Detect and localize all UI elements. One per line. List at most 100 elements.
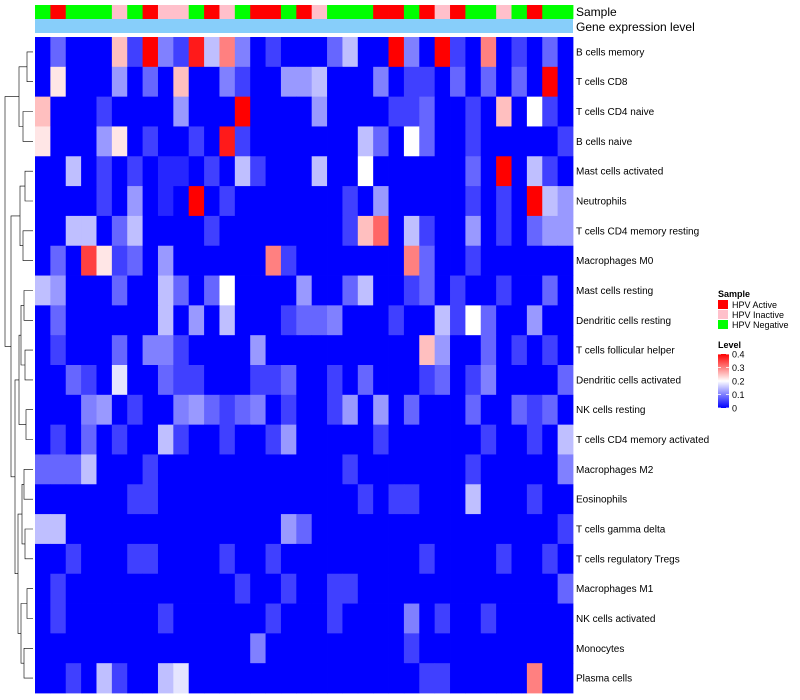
heatmap-cell — [419, 96, 436, 127]
heatmap-cell — [388, 394, 405, 426]
heatmap-cell — [511, 186, 528, 217]
sample-annotation-cell — [526, 5, 543, 19]
heatmap-cell — [403, 186, 420, 217]
heatmap-cell — [450, 394, 466, 426]
heatmap-cell — [65, 663, 82, 694]
heatmap-cell — [250, 484, 266, 515]
heatmap-cell — [496, 66, 512, 98]
heatmap-cell — [327, 186, 343, 217]
heatmap-cell — [542, 394, 559, 426]
heatmap-cell — [419, 275, 436, 306]
heatmap-cell — [342, 335, 359, 366]
heatmap-cell — [311, 603, 328, 634]
heatmap-cell — [480, 424, 497, 455]
heatmap-cell — [50, 514, 67, 545]
legend-sample-swatch — [718, 310, 728, 319]
heatmap-cell — [526, 484, 543, 515]
heatmap-cell — [450, 603, 466, 634]
heatmap-cell — [35, 96, 51, 127]
heatmap-cell — [65, 215, 82, 247]
heatmap-cell — [511, 514, 528, 545]
heatmap-cell — [188, 37, 205, 68]
heatmap-cell — [465, 663, 482, 694]
heatmap-cell — [434, 275, 451, 306]
heatmap-cell — [388, 126, 405, 157]
heatmap-cell — [327, 663, 343, 694]
heatmap-cell — [342, 394, 359, 426]
heatmap-cell — [127, 454, 143, 485]
heatmap-cell — [234, 394, 251, 426]
sample-annotation-cell — [480, 5, 497, 19]
heatmap-cell — [450, 126, 466, 157]
heatmap-cell — [96, 305, 113, 336]
heatmap-cell — [234, 424, 251, 455]
heatmap-cell — [511, 335, 528, 366]
heatmap-cell — [280, 245, 297, 276]
heatmap-cell — [296, 484, 313, 515]
heatmap-cell — [142, 37, 159, 68]
heatmap-cell — [250, 126, 266, 157]
heatmap-cell — [526, 66, 543, 98]
heatmap-cell — [511, 37, 528, 68]
heatmap-cell — [342, 66, 359, 98]
heatmap-cell — [434, 663, 451, 694]
heatmap-cell — [526, 603, 543, 634]
heatmap-cell — [157, 96, 174, 127]
row-label: Macrophages M2 — [576, 465, 654, 476]
heatmap-cell — [526, 96, 543, 127]
heatmap-cell — [342, 305, 359, 336]
heatmap-cell — [81, 275, 97, 306]
heatmap-cell — [419, 37, 436, 68]
heatmap-cell — [188, 663, 205, 694]
annotation-label-sample: Sample — [576, 5, 617, 19]
row-label: Mast cells resting — [576, 286, 653, 297]
heatmap-cell — [450, 96, 466, 127]
heatmap-cell — [250, 96, 266, 127]
heatmap-cell — [465, 633, 482, 664]
heatmap-cell — [327, 245, 343, 276]
heatmap-cell — [280, 573, 297, 604]
heatmap-cell — [280, 543, 297, 575]
dendrogram-branch — [26, 588, 33, 619]
heatmap-cell — [127, 66, 143, 98]
heatmap-cell — [542, 156, 559, 187]
heatmap-cell — [173, 454, 190, 485]
heatmap-cell — [357, 394, 374, 426]
heatmap-cell — [296, 633, 313, 664]
heatmap-cell — [496, 245, 512, 276]
heatmap-cell — [250, 186, 266, 217]
heatmap-cell — [157, 245, 174, 276]
heatmap-cell — [480, 365, 497, 396]
heatmap-cell — [542, 603, 559, 634]
heatmap-cell — [480, 633, 497, 664]
row-label: Dendritic cells resting — [576, 316, 671, 327]
heatmap-cell — [219, 215, 236, 247]
heatmap-cell — [250, 633, 266, 664]
heatmap-cell — [465, 394, 482, 426]
heatmap-cell — [357, 424, 374, 455]
heatmap-cell — [557, 543, 574, 575]
heatmap-cell — [142, 454, 159, 485]
heatmap-cell — [450, 633, 466, 664]
heatmap-cell — [127, 156, 143, 187]
row-label: Mast cells activated — [576, 167, 663, 178]
heatmap-cell — [96, 186, 113, 217]
dendrogram-branch — [23, 290, 33, 321]
dendrogram-branch — [26, 51, 33, 82]
sample-annotation-cell — [280, 5, 297, 19]
row-label: T cells regulatory Tregs — [576, 554, 680, 565]
heatmap-cell — [111, 573, 128, 604]
row-label: T cells CD4 memory activated — [576, 435, 709, 446]
heatmap-cell — [327, 365, 343, 396]
heatmap-cell — [204, 633, 220, 664]
heatmap-cell — [311, 335, 328, 366]
heatmap-cell — [511, 215, 528, 247]
heatmap-cell — [81, 633, 97, 664]
heatmap-cell — [373, 186, 389, 217]
heatmap-cell — [296, 245, 313, 276]
heatmap-cell — [557, 66, 574, 98]
legend-level-tick-label: 0 — [732, 404, 737, 414]
heatmap-cell — [450, 156, 466, 187]
heatmap-cell — [111, 365, 128, 396]
heatmap-cell — [388, 37, 405, 68]
